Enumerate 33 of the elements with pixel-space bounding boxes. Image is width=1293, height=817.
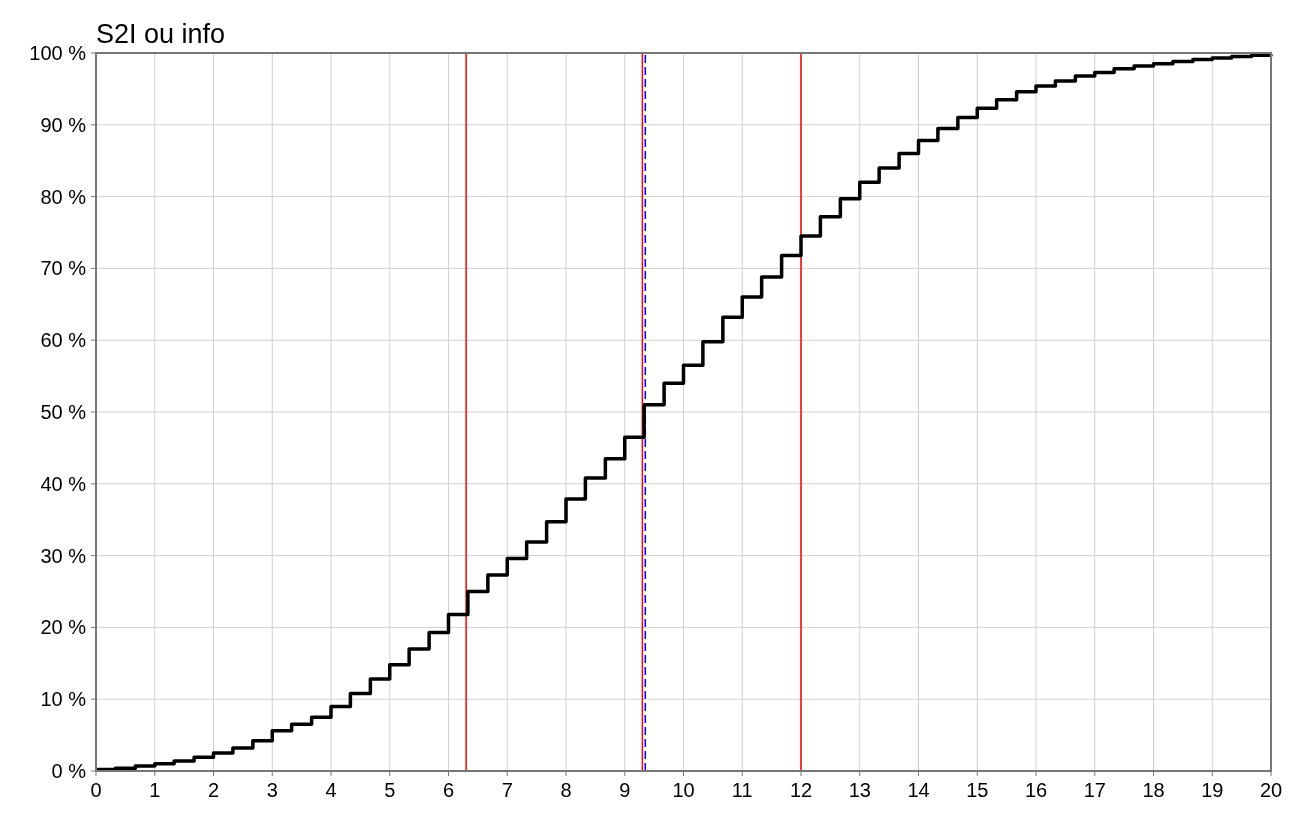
x-tick-label: 5 — [384, 779, 396, 801]
x-tick-label: 4 — [325, 779, 337, 801]
y-tick-label: 30 % — [40, 544, 87, 567]
y-tick-label: 40 % — [40, 472, 87, 495]
x-tick-label: 15 — [966, 779, 989, 801]
x-tick-label: 20 — [1259, 779, 1283, 801]
x-tick-label: 1 — [149, 779, 161, 801]
x-tick-label: 18 — [1142, 779, 1165, 801]
y-tick-label: 0 % — [51, 760, 87, 782]
x-tick-label: 12 — [789, 779, 813, 801]
y-tick-label: 60 % — [40, 329, 87, 352]
y-tick-label: 20 % — [40, 616, 87, 639]
y-tick-label: 10 % — [40, 688, 87, 711]
x-tick-label: 7 — [501, 779, 513, 801]
y-tick-label: 80 % — [40, 185, 87, 208]
x-tick-label: 9 — [619, 779, 631, 801]
x-tick-label: 17 — [1083, 779, 1106, 801]
y-tick-label: 70 % — [40, 257, 87, 280]
x-tick-label: 14 — [907, 779, 930, 801]
y-tick-label: 90 % — [40, 113, 87, 136]
x-tick-label: 2 — [207, 779, 220, 801]
x-tick-label: 3 — [266, 779, 278, 801]
x-tick-label: 19 — [1201, 779, 1224, 801]
x-tick-label: 8 — [560, 779, 572, 801]
x-tick-label: 10 — [672, 779, 695, 801]
x-tick-label: 0 — [90, 779, 102, 801]
x-tick-label: 13 — [848, 779, 871, 801]
chart-title: S2I ou info — [96, 19, 226, 49]
y-tick-label: 50 % — [40, 401, 87, 423]
x-tick-label: 6 — [442, 779, 455, 801]
x-tick-label: 11 — [731, 779, 753, 801]
x-tick-label: 16 — [1024, 779, 1048, 801]
y-tick-label: 100 % — [29, 42, 87, 64]
